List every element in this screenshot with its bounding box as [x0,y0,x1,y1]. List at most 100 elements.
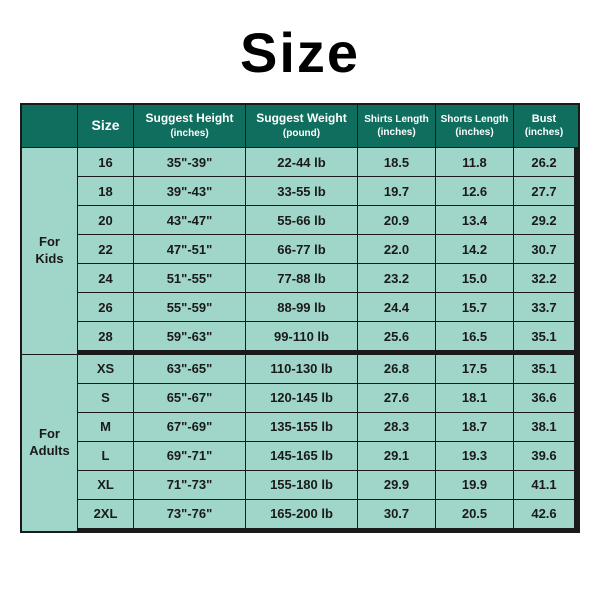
cell-shirts: 27.6 [358,384,436,412]
cell-weight: 88-99 lb [246,293,358,321]
cell-shorts: 17.5 [436,355,514,383]
table-row: 1635"-39"22-44 lb18.511.826.2 [78,147,578,176]
cell-size: 20 [78,206,134,234]
cell-shirts: 29.9 [358,471,436,499]
cell-shirts: 18.5 [358,148,436,176]
table-row: M67"-69"135-155 lb28.318.738.1 [78,412,578,441]
table-row: L69"-71"145-165 lb29.119.339.6 [78,441,578,470]
cell-shirts: 29.1 [358,442,436,470]
page-title: Size [240,20,360,85]
cell-bust: 29.2 [514,206,574,234]
header-label: Size [91,118,119,133]
header-shirts: Shirts Length (inches) [358,105,436,147]
cell-bust: 33.7 [514,293,574,321]
cell-shorts: 14.2 [436,235,514,263]
cell-bust: 39.6 [514,442,574,470]
table-header: Size Suggest Height (inches) Suggest Weight… [22,105,578,147]
category-cell: For Kids [22,147,78,354]
header-category [22,105,78,147]
cell-height: 43"-47" [134,206,246,234]
cell-weight: 33-55 lb [246,177,358,205]
cell-shorts: 15.7 [436,293,514,321]
header-weight: Suggest Weight(pound) [246,105,358,147]
cell-shirts: 25.6 [358,322,436,350]
cell-weight: 135-155 lb [246,413,358,441]
category-cell: For Adults [22,354,78,531]
header-label: Suggest Weight [256,112,346,125]
cell-size: S [78,384,134,412]
header-bust: Bust (inches) [514,105,574,147]
cell-bust: 36.6 [514,384,574,412]
header-sublabel: (inches) [377,127,415,139]
cell-size: 2XL [78,500,134,528]
cell-shorts: 13.4 [436,206,514,234]
cell-shirts: 30.7 [358,500,436,528]
cell-weight: 120-145 lb [246,384,358,412]
table-row: 2XL73"-76"165-200 lb30.720.542.6 [78,499,578,528]
cell-weight: 165-200 lb [246,500,358,528]
header-size: Size [78,105,134,147]
cell-bust: 41.1 [514,471,574,499]
cell-bust: 27.7 [514,177,574,205]
cell-weight: 99-110 lb [246,322,358,350]
table-row: 2655"-59"88-99 lb24.415.733.7 [78,292,578,321]
table-group: For AdultsXS63"-65"110-130 lb26.817.535.… [22,354,578,531]
cell-size: 16 [78,148,134,176]
cell-shirts: 26.8 [358,355,436,383]
cell-weight: 22-44 lb [246,148,358,176]
cell-size: 18 [78,177,134,205]
header-shorts: Shorts Length(inches) [436,105,514,147]
rows-stack: XS63"-65"110-130 lb26.817.535.1S65"-67"1… [78,354,578,531]
cell-shirts: 28.3 [358,413,436,441]
cell-shorts: 20.5 [436,500,514,528]
cell-height: 63"-65" [134,355,246,383]
cell-bust: 35.1 [514,322,574,350]
cell-weight: 110-130 lb [246,355,358,383]
cell-shorts: 15.0 [436,264,514,292]
header-label: Shorts Length [441,114,509,125]
header-height: Suggest Height (inches) [134,105,246,147]
cell-shirts: 23.2 [358,264,436,292]
cell-weight: 77-88 lb [246,264,358,292]
cell-bust: 42.6 [514,500,574,528]
cell-size: M [78,413,134,441]
table-row: 2043"-47"55-66 lb20.913.429.2 [78,205,578,234]
cell-size: 26 [78,293,134,321]
cell-weight: 145-165 lb [246,442,358,470]
header-label: Bust [532,113,556,125]
cell-shirts: 24.4 [358,293,436,321]
cell-shorts: 19.9 [436,471,514,499]
cell-bust: 38.1 [514,413,574,441]
table-row: XS63"-65"110-130 lb26.817.535.1 [78,354,578,383]
header-sublabel: (inches) [170,128,208,140]
table-row: S65"-67"120-145 lb27.618.136.6 [78,383,578,412]
cell-shirts: 19.7 [358,177,436,205]
header-label: Suggest Height [145,112,233,125]
table-row: 1839"-43"33-55 lb19.712.627.7 [78,176,578,205]
cell-weight: 155-180 lb [246,471,358,499]
cell-shorts: 11.8 [436,148,514,176]
cell-size: XL [78,471,134,499]
cell-height: 73"-76" [134,500,246,528]
cell-shorts: 18.1 [436,384,514,412]
cell-shorts: 19.3 [436,442,514,470]
cell-shirts: 22.0 [358,235,436,263]
cell-weight: 55-66 lb [246,206,358,234]
cell-size: 22 [78,235,134,263]
cell-shorts: 16.5 [436,322,514,350]
cell-height: 67"-69" [134,413,246,441]
cell-height: 39"-43" [134,177,246,205]
header-label: Shirts Length [364,114,428,125]
cell-shirts: 20.9 [358,206,436,234]
cell-height: 71"-73" [134,471,246,499]
rows-stack: 1635"-39"22-44 lb18.511.826.21839"-43"33… [78,147,578,354]
header-sublabel: (inches) [525,127,563,139]
cell-height: 69"-71" [134,442,246,470]
table-row: 2247"-51"66-77 lb22.014.230.7 [78,234,578,263]
cell-size: 24 [78,264,134,292]
cell-size: 28 [78,322,134,350]
cell-height: 59"-63" [134,322,246,350]
table-row: XL71"-73"155-180 lb29.919.941.1 [78,470,578,499]
cell-bust: 30.7 [514,235,574,263]
cell-height: 55"-59" [134,293,246,321]
